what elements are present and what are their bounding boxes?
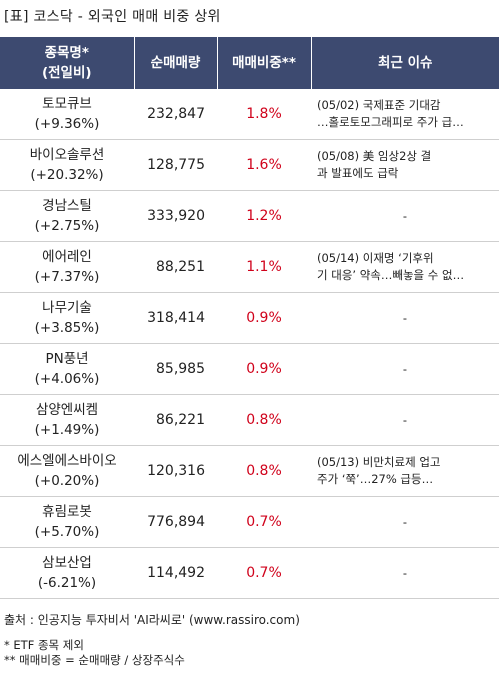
trade-ratio: 0.9% [217, 343, 311, 395]
stock-change: (+5.70%) [34, 524, 100, 540]
stock-cell: 휴림로봇 (+5.70%) [0, 496, 134, 548]
net-volume: 86,221 [134, 394, 217, 446]
trade-ratio: 1.2% [217, 190, 311, 242]
net-volume: 85,985 [134, 343, 217, 395]
stock-cell: 삼보산업 (-6.21%) [0, 547, 134, 599]
stock-change: (+2.75%) [34, 218, 100, 234]
stock-cell: 경남스틸 (+2.75%) [0, 190, 134, 242]
stock-cell: PN풍년 (+4.06%) [0, 343, 134, 395]
issue-line2: 주가 ‘쭉’…27% 급등… [317, 472, 434, 486]
issue-line1: - [402, 412, 408, 427]
table-row: PN풍년 (+4.06%) 85,985 0.9% - [0, 343, 499, 395]
stock-cell: 토모큐브 (+9.36%) [0, 89, 134, 140]
issue-line1: (05/02) 국제표준 기대감 [317, 98, 441, 112]
stock-name: 토모큐브 [42, 96, 92, 112]
net-volume: 333,920 [134, 190, 217, 242]
trade-ratio: 0.9% [217, 292, 311, 344]
net-volume: 114,492 [134, 547, 217, 599]
recent-issue: - [311, 190, 499, 242]
net-volume: 128,775 [134, 139, 217, 191]
header-volume: 순매매량 [134, 37, 218, 89]
foreign-trading-table: 종목명* (전일비) 순매매량 매매비중** 최근 이슈 토모큐브 (+9.36%… [0, 37, 499, 599]
header-issue: 최근 이슈 [311, 37, 499, 89]
header-ratio: 매매비중** [217, 37, 312, 89]
stock-name: 에스엘에스바이오 [17, 453, 117, 469]
stock-change: (+1.49%) [34, 422, 100, 438]
stock-name: PN풍년 [45, 351, 89, 367]
stock-name: 바이오솔루션 [29, 147, 105, 163]
stock-cell: 에어레인 (+7.37%) [0, 241, 134, 293]
table-row: 토모큐브 (+9.36%) 232,847 1.8% (05/02) 국제표준 기대감 …… [0, 89, 499, 140]
recent-issue: - [311, 292, 499, 344]
header-name: 종목명* (전일비) [0, 37, 135, 89]
stock-change: (+7.37%) [34, 269, 100, 285]
stock-change: (-6.21%) [37, 575, 97, 591]
stock-cell: 에스엘에스바이오 (+0.20%) [0, 445, 134, 497]
issue-line1: (05/08) 美 임상2상 결 [317, 149, 432, 163]
recent-issue: - [311, 496, 499, 548]
issue-line1: (05/13) 비만치료제 업고 [317, 455, 441, 469]
header-row: 종목명* (전일비) 순매매량 매매비중** 최근 이슈 [0, 37, 499, 89]
table-row: 에스엘에스바이오 (+0.20%) 120,316 0.8% (05/13) 비만치료제… [0, 445, 499, 497]
net-volume: 120,316 [134, 445, 217, 497]
issue-line1: - [402, 310, 408, 325]
trade-ratio: 0.7% [217, 496, 311, 548]
net-volume: 318,414 [134, 292, 217, 344]
table-row: 삼양엔씨켐 (+1.49%) 86,221 0.8% - [0, 394, 499, 446]
stock-name: 삼양엔씨켐 [35, 402, 99, 418]
stock-change: (+0.20%) [34, 473, 100, 489]
stock-cell: 삼양엔씨켐 (+1.49%) [0, 394, 134, 446]
stock-change: (+3.85%) [34, 320, 100, 336]
stock-name: 경남스틸 [42, 198, 92, 214]
net-volume: 776,894 [134, 496, 217, 548]
header-name-line2: (전일비) [41, 65, 92, 81]
table-row: 경남스틸 (+2.75%) 333,920 1.2% - [0, 190, 499, 242]
issue-line2: …홀로토모그래피로 주가 급… [317, 115, 464, 129]
trade-ratio: 0.8% [217, 394, 311, 446]
issue-line2: 과 발표에도 급락 [317, 166, 399, 180]
table-row: 에어레인 (+7.37%) 88,251 1.1% (05/14) 이재명 ‘기후위 기 … [0, 241, 499, 293]
table-row: 휴림로봇 (+5.70%) 776,894 0.7% - [0, 496, 499, 548]
stock-cell: 바이오솔루션 (+20.32%) [0, 139, 134, 191]
stock-name: 에어레인 [42, 249, 92, 265]
recent-issue: - [311, 547, 499, 599]
recent-issue: - [311, 343, 499, 395]
issue-line1: (05/14) 이재명 ‘기후위 [317, 251, 434, 265]
issue-line1: - [402, 514, 408, 529]
trade-ratio: 1.6% [217, 139, 311, 191]
source-text: 출처 : 인공지능 투자비서 'AI라씨로' (www.rassiro.com) [4, 613, 300, 627]
issue-line2: 기 대응’ 약속…빼놓을 수 없… [317, 268, 465, 282]
stock-change: (+9.36%) [34, 116, 100, 132]
trade-ratio: 1.1% [217, 241, 311, 293]
issue-line1: - [402, 208, 408, 223]
footnote-ratio: ** 매매비중 = 순매매량 / 상장주식수 [4, 653, 185, 667]
issue-line1: - [402, 565, 408, 580]
trade-ratio: 1.8% [217, 89, 311, 140]
table-title: [표] 코스닥 - 외국인 매매 비중 상위 [4, 9, 221, 25]
stock-name: 휴림로봇 [42, 504, 92, 520]
net-volume: 88,251 [134, 241, 217, 293]
recent-issue: - [311, 394, 499, 446]
issue-line1: - [402, 361, 408, 376]
table-row: 바이오솔루션 (+20.32%) 128,775 1.6% (05/08) 美 임상2상… [0, 139, 499, 191]
recent-issue: (05/02) 국제표준 기대감 …홀로토모그래피로 주가 급… [311, 89, 499, 140]
header-name-line1: 종목명* [44, 45, 89, 61]
stock-name: 나무기술 [42, 300, 92, 316]
table-row: 나무기술 (+3.85%) 318,414 0.9% - [0, 292, 499, 344]
stock-change: (+4.06%) [34, 371, 100, 387]
trade-ratio: 0.7% [217, 547, 311, 599]
trade-ratio: 0.8% [217, 445, 311, 497]
stock-change: (+20.32%) [30, 167, 104, 183]
stock-name: 삼보산업 [42, 555, 92, 571]
footnote-etf: * ETF 종목 제외 [4, 638, 84, 652]
net-volume: 232,847 [134, 89, 217, 140]
table-body: 토모큐브 (+9.36%) 232,847 1.8% (05/02) 국제표준 기대감 …… [0, 89, 499, 599]
stock-cell: 나무기술 (+3.85%) [0, 292, 134, 344]
table-row: 삼보산업 (-6.21%) 114,492 0.7% - [0, 547, 499, 599]
